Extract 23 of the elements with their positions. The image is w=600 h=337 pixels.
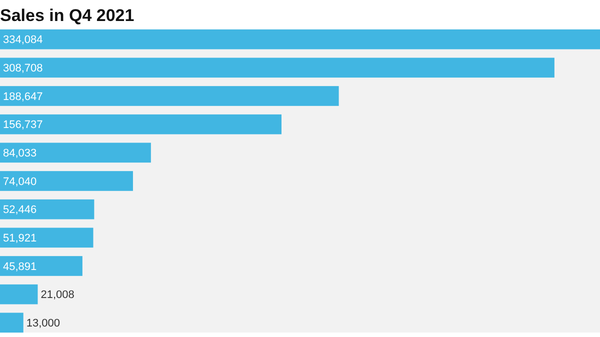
data-label: 188,647: [3, 90, 43, 103]
data-label: 52,446: [3, 204, 37, 216]
bar: [0, 114, 282, 134]
bar: [0, 312, 24, 333]
data-label: 45,891: [3, 260, 37, 273]
bar: [0, 284, 38, 304]
data-label: 51,921: [3, 232, 37, 245]
bar: [0, 199, 94, 220]
data-label: 74,040: [3, 176, 37, 188]
data-label: 308,708: [3, 62, 43, 75]
chart-title: Sales in Q4 2021: [0, 6, 134, 25]
bar: [0, 29, 600, 50]
bar: [0, 228, 94, 248]
bar: [0, 86, 339, 106]
data-label: 13,000: [26, 318, 60, 330]
bar: [0, 256, 82, 276]
data-label: 334,084: [3, 34, 43, 46]
data-label: 21,008: [40, 289, 74, 302]
bar: [0, 171, 133, 191]
data-label: 84,033: [3, 148, 37, 160]
bar: [0, 58, 554, 78]
data-label: 156,737: [3, 119, 43, 132]
bar: [0, 142, 151, 163]
